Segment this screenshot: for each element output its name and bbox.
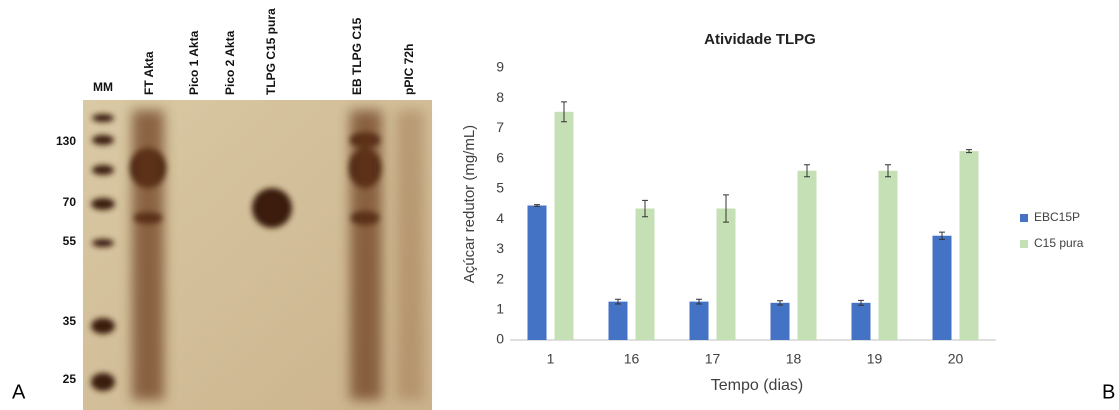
x-tick-label: 17 — [705, 351, 721, 367]
marker-size: 35 — [63, 314, 77, 328]
x-axis-label: Tempo (dias) — [711, 377, 803, 394]
y-tick-label: 6 — [496, 149, 504, 165]
marker-size: 25 — [63, 372, 77, 386]
bar — [933, 236, 952, 340]
bar — [852, 303, 871, 340]
panel-label: A — [12, 381, 26, 403]
y-tick-label: 1 — [496, 300, 504, 316]
y-tick-label: 2 — [496, 270, 504, 286]
bar — [555, 112, 574, 340]
legend-label: C15 pura — [1034, 236, 1084, 250]
x-tick-label: 16 — [624, 351, 640, 367]
y-axis-label: Açúcar redutor (mg/mL) — [461, 125, 478, 283]
lane-label: pPIC 72h — [402, 44, 416, 95]
y-tick-label: 3 — [496, 240, 504, 256]
figure: A MM FT Akta Pico 1 Akta Pico 2 Akta TLPG C15… — [0, 0, 1119, 410]
bar — [609, 302, 628, 340]
legend-swatch — [1020, 214, 1028, 222]
bar — [717, 209, 736, 340]
legend-swatch — [1020, 240, 1028, 248]
y-tick-label: 5 — [496, 180, 504, 196]
lane-label: FT Akta — [142, 51, 156, 95]
y-tick-label: 4 — [496, 210, 504, 226]
y-tick-label: 9 — [496, 59, 504, 75]
lane-label: Pico 2 Akta — [223, 30, 237, 95]
marker-size: 130 — [56, 134, 76, 148]
legend-label: EBC15P — [1034, 210, 1080, 224]
marker-size: 70 — [63, 195, 77, 209]
bar — [879, 171, 898, 340]
bar — [690, 302, 709, 340]
lane-label: EB TLPG C15 — [350, 17, 364, 95]
y-tick-label: 7 — [496, 119, 504, 135]
lane-label: Pico 1 Akta — [187, 30, 201, 95]
page: A MM FT Akta Pico 1 Akta Pico 2 Akta TLPG C15… — [0, 0, 1119, 410]
y-tick-label: 8 — [496, 89, 504, 105]
x-tick-label: 18 — [786, 351, 802, 367]
x-tick-label: 1 — [547, 351, 555, 367]
bar — [636, 209, 655, 340]
marker-size: 55 — [63, 234, 77, 248]
panel-label: B — [1102, 381, 1115, 403]
bar — [798, 171, 817, 340]
marker-label: MM — [93, 80, 113, 94]
bar — [528, 206, 547, 340]
chart-title: Atividade TLPG — [704, 31, 816, 48]
y-tick-label: 0 — [496, 331, 504, 347]
bar — [960, 151, 979, 340]
gel-image — [83, 100, 432, 410]
x-tick-label: 19 — [867, 351, 883, 367]
x-tick-label: 20 — [948, 351, 964, 367]
bar — [771, 303, 790, 340]
lane-label: TLPG C15 pura — [264, 8, 278, 95]
